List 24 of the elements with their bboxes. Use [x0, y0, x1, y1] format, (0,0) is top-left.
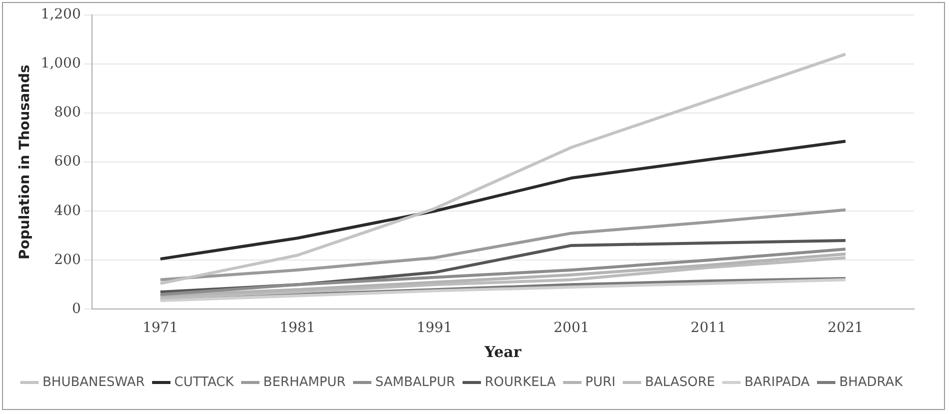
x-tick-label: 2021: [828, 320, 864, 336]
y-tick-label: 200: [54, 252, 81, 268]
legend-label: BHUBANESWAR: [42, 374, 145, 390]
x-tick-label: 1991: [416, 320, 452, 336]
x-tick-label: 2001: [554, 320, 590, 336]
x-tick-label: 1971: [142, 320, 178, 336]
legend-label: BARIPADA: [744, 374, 810, 390]
y-tick-label: 1,000: [40, 56, 81, 72]
y-tick-label: 0: [72, 300, 81, 317]
x-tick-label: 2011: [690, 320, 726, 336]
legend-label: BERHAMPUR: [263, 374, 346, 390]
legend-label: SAMBALPUR: [375, 374, 456, 390]
legend-label: ROURKELA: [484, 374, 556, 390]
y-tick-label: 400: [54, 202, 81, 219]
legend-label: BHADRAK: [839, 374, 904, 390]
y-tick-label: 600: [54, 154, 81, 170]
legend-label: PURI: [585, 374, 616, 390]
y-tick-label: 1,200: [40, 6, 81, 23]
legend-label: BALASORE: [644, 374, 715, 390]
x-tick-label: 1981: [280, 320, 316, 336]
y-tick-label: 800: [54, 104, 81, 121]
legend-label: CUTTACK: [174, 374, 234, 390]
x-axis-title: Year: [484, 342, 522, 361]
y-axis-title: Population in Thousands: [17, 64, 34, 260]
